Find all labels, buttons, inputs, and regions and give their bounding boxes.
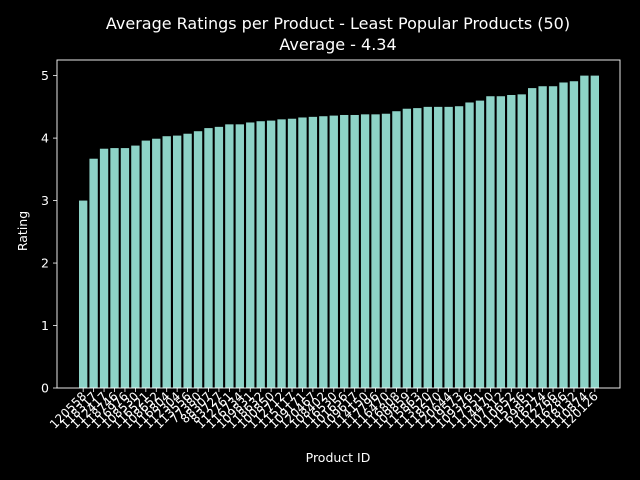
bar: [89, 158, 98, 388]
y-tick-label: 1: [41, 318, 49, 333]
bar-series: [79, 75, 599, 389]
bar: [246, 122, 255, 388]
bar: [444, 106, 453, 389]
bar: [152, 138, 161, 388]
y-tick-label: 4: [41, 131, 49, 146]
bar: [350, 114, 359, 388]
bar: [287, 118, 297, 388]
axes-border: [56, 59, 621, 389]
bar: [548, 86, 558, 389]
bar: [172, 135, 182, 388]
x-axis: 1205581183171124171187461169761085301165…: [47, 388, 601, 432]
y-tick-label: 3: [41, 193, 49, 208]
bar: [475, 100, 485, 389]
bar: [392, 111, 401, 388]
bar: [277, 119, 286, 388]
bar: [193, 131, 203, 388]
bar: [454, 106, 464, 388]
bar: [131, 145, 140, 388]
bar: [538, 86, 547, 389]
bar: [214, 126, 224, 388]
bar: [496, 96, 506, 389]
bar: [204, 128, 213, 388]
bar: [162, 136, 171, 388]
bar: [486, 96, 495, 389]
bar: [381, 113, 391, 388]
chart-title: Average Ratings per Product - Least Popu…: [106, 14, 570, 33]
bar: [559, 82, 568, 389]
bar: [110, 148, 119, 388]
bar: [423, 106, 432, 389]
bar: [225, 124, 234, 388]
bar: [590, 75, 599, 389]
bar: [517, 94, 526, 389]
bar: [340, 114, 349, 388]
y-axis: 0 1 2 3 4 5: [41, 68, 57, 396]
bar: [413, 108, 422, 389]
x-axis-label: Product ID: [306, 450, 371, 465]
bar: [99, 148, 109, 388]
bar: [79, 200, 88, 388]
bar: [465, 102, 474, 388]
bar: [183, 133, 192, 388]
bar: [434, 106, 443, 389]
bar: [371, 114, 380, 388]
bar: [141, 140, 150, 388]
y-tick-label: 0: [41, 381, 49, 396]
bar: [360, 114, 370, 388]
bar: [256, 121, 265, 388]
bar: [298, 117, 307, 388]
bar: [580, 75, 589, 389]
bar: [528, 88, 537, 389]
bar: [120, 148, 130, 388]
plot-frame: [56, 59, 621, 389]
bar: [507, 94, 516, 389]
bar: [308, 116, 318, 388]
bar: [266, 120, 276, 388]
bar: [329, 115, 338, 388]
bar: [402, 108, 412, 388]
bar: [235, 124, 244, 388]
y-tick-label: 2: [41, 256, 49, 271]
y-axis-label: Rating: [15, 211, 30, 251]
bar: [569, 81, 579, 389]
chart-subtitle: Average - 4.34: [279, 35, 396, 54]
bar: [319, 116, 328, 388]
y-tick-label: 5: [41, 68, 49, 83]
